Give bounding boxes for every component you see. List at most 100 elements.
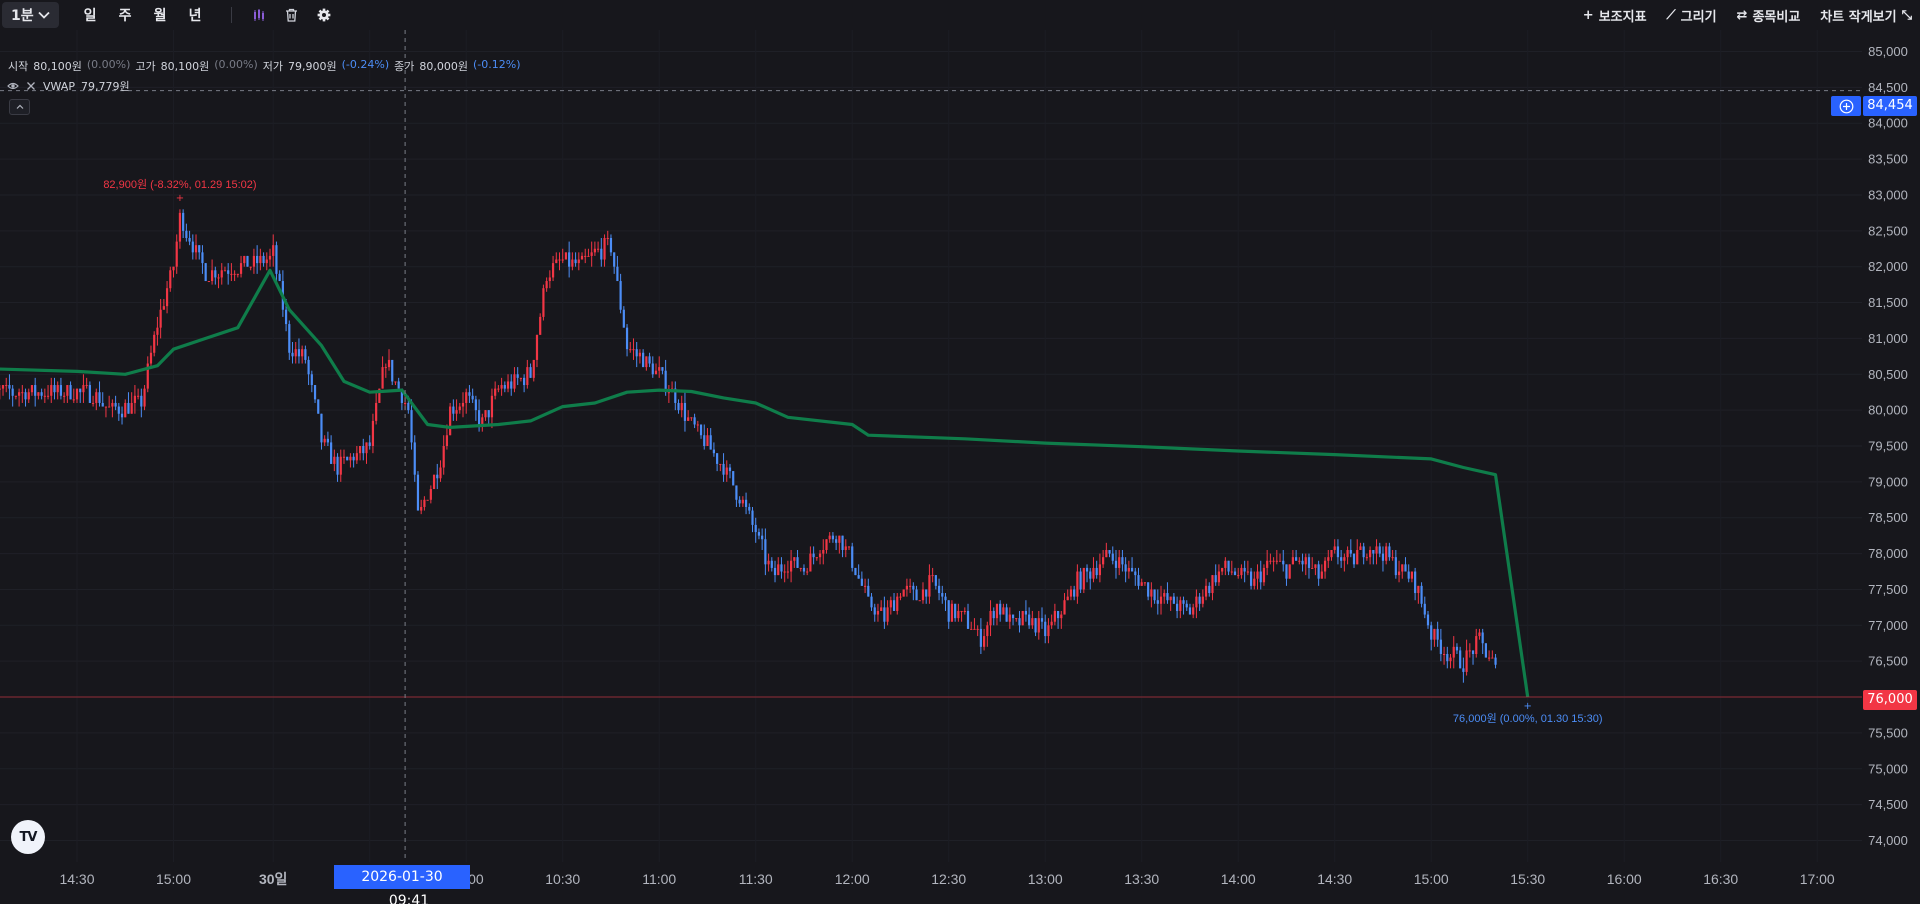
candle-body	[14, 395, 17, 397]
candle-body	[1089, 571, 1092, 579]
x-tick-label: 16:30	[1703, 871, 1738, 887]
candle-body	[1066, 596, 1069, 601]
candle-body	[1163, 593, 1166, 597]
axes: 74,00074,50075,00075,50076,00076,50077,0…	[59, 44, 1907, 887]
candle-body	[754, 524, 757, 533]
candle-body	[1143, 582, 1147, 584]
candle-body	[986, 625, 989, 637]
settings-button[interactable]	[308, 2, 340, 28]
candle-body	[117, 406, 120, 414]
candle-body	[1192, 607, 1195, 615]
candle-body	[1285, 564, 1288, 579]
candle-body	[1176, 603, 1179, 611]
candle-body	[545, 281, 548, 289]
candle-body	[1314, 564, 1317, 568]
candle-body	[802, 567, 806, 572]
gear-icon	[317, 8, 331, 22]
candle-body	[185, 230, 188, 238]
candle-body	[371, 420, 375, 446]
close-icon[interactable]	[25, 80, 37, 92]
candle-body	[127, 402, 130, 414]
delete-drawings-button[interactable]	[276, 2, 308, 28]
candle-body	[494, 388, 497, 396]
candle-body	[1311, 567, 1314, 569]
candle-type-button[interactable]	[244, 2, 276, 28]
candle-body	[1455, 646, 1459, 651]
compare-button[interactable]: ⇄ 종목비교	[1737, 6, 1801, 25]
candle-body	[1468, 650, 1471, 652]
eye-icon[interactable]	[7, 80, 19, 92]
timeframe-day[interactable]: 일	[83, 8, 97, 24]
candle-body	[966, 610, 970, 629]
candle-body	[1266, 560, 1269, 568]
tradingview-logo[interactable]: TV	[11, 820, 45, 854]
candle-body	[564, 252, 568, 260]
candle-body	[886, 607, 889, 622]
candle-body	[178, 212, 182, 242]
candle-body	[796, 557, 799, 568]
y-tick-label: 84,500	[1868, 80, 1908, 95]
timeframe-week[interactable]: 주	[118, 8, 132, 24]
candle-body	[1063, 600, 1066, 615]
x-tick-label: 15:00	[156, 871, 191, 887]
candle-body	[799, 567, 802, 569]
candle-body	[239, 263, 243, 274]
y-tick-label: 81,000	[1868, 331, 1908, 346]
candle-body	[69, 385, 72, 400]
timeframe-year[interactable]: 년	[188, 8, 202, 24]
interval-selector[interactable]: 1분	[2, 2, 59, 28]
candle-body	[526, 367, 529, 386]
candle-body	[1378, 546, 1381, 554]
candle-body	[387, 359, 391, 368]
candle-body	[979, 628, 982, 647]
candle-body	[892, 600, 896, 611]
candle-body	[732, 471, 735, 486]
collapse-legend-button[interactable]	[9, 99, 30, 115]
candle-body	[1288, 564, 1291, 579]
low-value: 79,900원	[288, 60, 337, 73]
candle-body	[1349, 550, 1352, 554]
crosshair-price-tag: 84,454	[1863, 96, 1917, 116]
candle-body	[1021, 610, 1024, 626]
candle-body	[313, 385, 317, 400]
candle-body	[43, 395, 46, 397]
candle-body	[320, 413, 323, 443]
candle-body	[256, 255, 259, 264]
chevron-up-icon	[16, 104, 23, 109]
candle-body	[555, 259, 558, 264]
candle-body	[1188, 607, 1192, 615]
candle-body	[777, 564, 780, 576]
candle-body	[5, 385, 8, 387]
plus-circle-icon	[1839, 99, 1853, 113]
candle-body	[397, 381, 400, 389]
candle-body	[976, 628, 979, 630]
candle-body	[436, 474, 439, 479]
vwap-value: 79,779원	[80, 80, 130, 93]
candle-body	[1391, 557, 1394, 559]
tradingview-logo-text: TV	[19, 829, 38, 845]
candle-body	[1471, 650, 1475, 654]
candle-body	[46, 395, 50, 397]
candle-body	[1262, 567, 1266, 583]
shrink-chart-button[interactable]: 차트 작게보기 ⤡	[1820, 6, 1912, 25]
candle-body	[1330, 550, 1333, 558]
add-alert-button[interactable]	[1831, 96, 1861, 116]
candle-body	[568, 252, 571, 267]
candle-body	[1230, 571, 1233, 573]
candle-body	[104, 406, 108, 408]
candle-body	[336, 456, 339, 475]
candle-body	[11, 388, 14, 396]
timeframe-month[interactable]: 월	[153, 8, 167, 24]
candle-body	[558, 259, 561, 261]
y-tick-label: 78,500	[1868, 510, 1908, 525]
candle-body	[658, 367, 661, 371]
candle-body	[407, 402, 410, 411]
x-tick-label: 13:30	[1124, 871, 1159, 887]
candle-body	[368, 442, 371, 446]
open-value: 80,100원	[33, 60, 82, 73]
drawing-button[interactable]: ⟋ 그리기	[1667, 6, 1717, 25]
indicators-button[interactable]: + 보조지표	[1583, 6, 1647, 25]
candle-body	[391, 359, 394, 382]
candle-body	[284, 309, 288, 325]
